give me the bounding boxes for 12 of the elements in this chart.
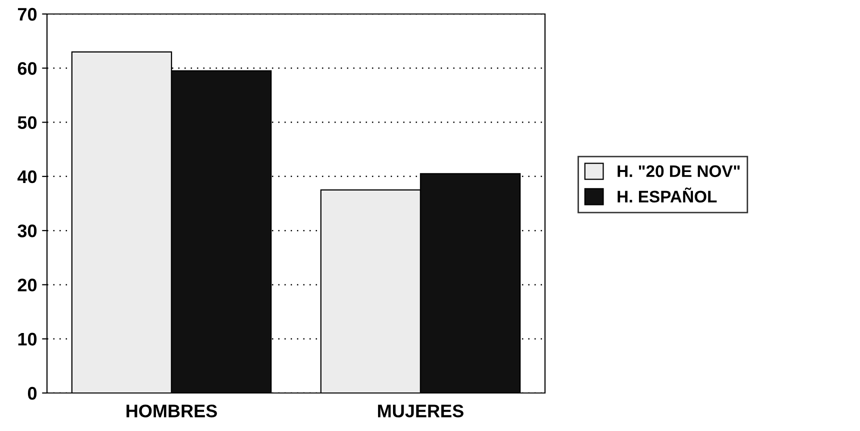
x-tick-label: HOMBRES	[126, 404, 217, 418]
y-tick-label: 50	[18, 116, 37, 130]
y-tick-label: 30	[18, 224, 37, 238]
legend-label: H. "20 DE NOV"	[618, 165, 740, 178]
y-tick-label: 40	[17, 170, 37, 184]
y-tick-label: 10	[18, 332, 37, 346]
y-tick-label: 0	[28, 386, 37, 400]
legend-label: H. ESPAÑOL	[618, 188, 717, 203]
y-tick-label: 60	[18, 62, 37, 75]
x-tick-label: MUJERES	[378, 404, 464, 418]
y-tick-label: 70	[18, 8, 37, 21]
y-tick-label: 20	[18, 278, 37, 292]
